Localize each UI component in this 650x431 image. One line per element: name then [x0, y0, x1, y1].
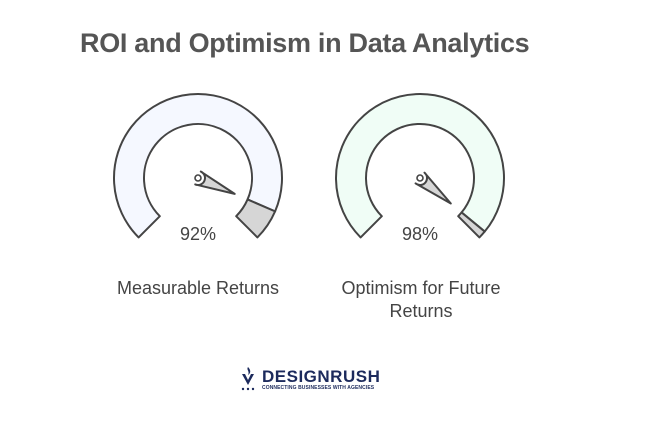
gauge-label-2: Optimism for Future Returns — [341, 278, 501, 321]
logo-name: DESIGNRUSH — [262, 366, 381, 386]
gauge-pivot-2 — [416, 174, 424, 182]
designrush-logo: DESIGNRUSH CONNECTING BUSINESSES WITH AG… — [240, 366, 380, 392]
gauge-label-1: Measurable Returns — [116, 278, 280, 298]
gauge-needle-1 — [194, 170, 236, 195]
gauge-value-1: 92% — [179, 224, 217, 244]
gauge-filled-arc-1 — [113, 93, 283, 239]
gauge-remainder-arc-2 — [457, 211, 486, 239]
logo-tagline: CONNECTING BUSINESSES WITH AGENCIES — [262, 384, 375, 391]
designrush-logo-icon — [241, 367, 255, 391]
gauge-value-2: 98% — [401, 224, 439, 244]
gauge-filled-arc-2 — [335, 93, 505, 239]
gauge-pivot-1 — [194, 174, 202, 182]
page-title: ROI and Optimism in Data Analytics — [80, 28, 530, 58]
gauge-needle-2 — [414, 171, 452, 205]
gauge-remainder-arc-1 — [235, 198, 277, 239]
